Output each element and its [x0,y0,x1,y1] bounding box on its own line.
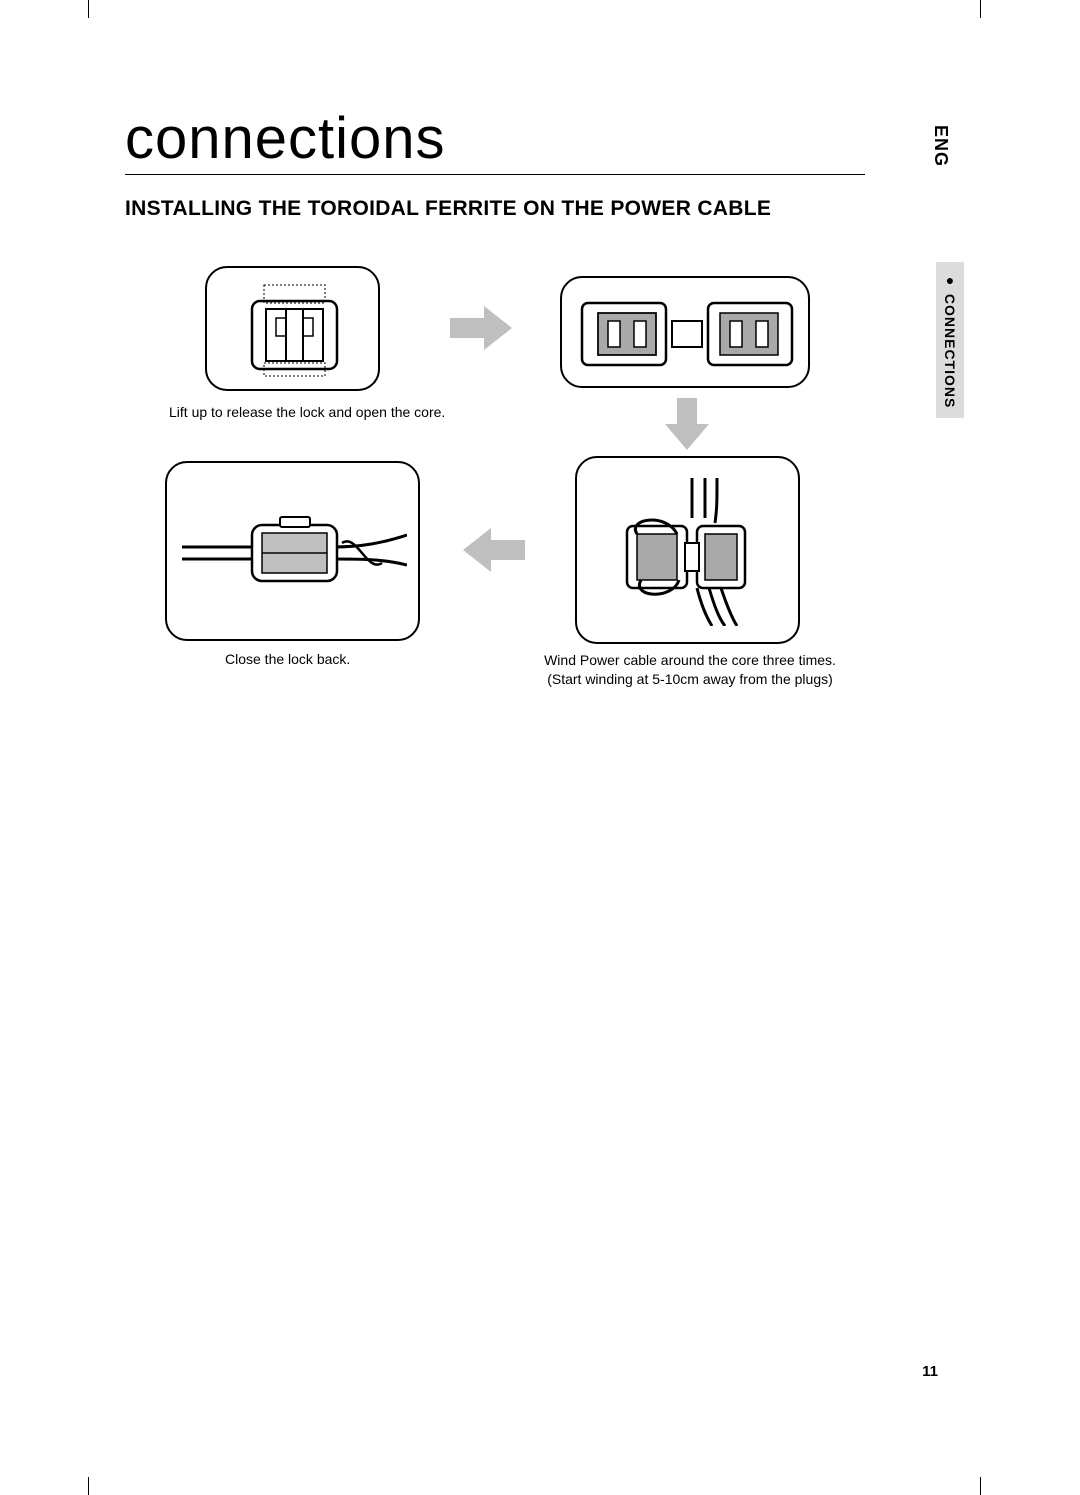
figure-step2-open-core [560,276,810,388]
instruction-diagram: Lift up to release the lock and open the… [125,266,865,696]
caption-step3-line2: (Start winding at 5-10cm away from the p… [547,671,833,687]
manual-page: connections INSTALLING THE TOROIDAL FERR… [0,0,1080,1495]
bullet-icon: ● [942,272,958,289]
figure-step3-wound-cable [575,456,800,644]
ferrite-open-icon [580,293,794,375]
caption-step3: Wind Power cable around the core three t… [525,651,855,689]
side-tabs: ENG ● CONNECTIONS [930,120,970,418]
crop-mark-bottom [0,1477,1080,1495]
tab-section: ● CONNECTIONS [936,262,964,418]
tab-section-label: CONNECTIONS [942,294,958,408]
figure-step4-closed-on-cable [165,461,420,641]
arrow-down-icon [665,398,709,450]
tab-language: ENG [930,120,951,167]
page-content: connections INSTALLING THE TOROIDAL FERR… [125,105,865,696]
caption-step3-line1: Wind Power cable around the core three t… [544,652,836,668]
ferrite-closed-on-cable-icon [182,503,407,603]
caption-step1: Lift up to release the lock and open the… [169,404,445,420]
crop-mark-top [0,0,1080,18]
section-title: INSTALLING THE TOROIDAL FERRITE ON THE P… [125,197,865,221]
caption-step4: Close the lock back. [225,651,350,667]
figure-step1-closed-core [205,266,380,391]
page-number: 11 [0,1363,1080,1380]
arrow-right-icon [450,306,512,350]
chapter-title: connections [125,105,865,175]
ferrite-closed-icon [242,283,347,378]
ferrite-winding-icon [597,478,782,626]
tab-section-wrap: ● CONNECTIONS [930,262,970,418]
arrow-left-icon [463,528,525,572]
